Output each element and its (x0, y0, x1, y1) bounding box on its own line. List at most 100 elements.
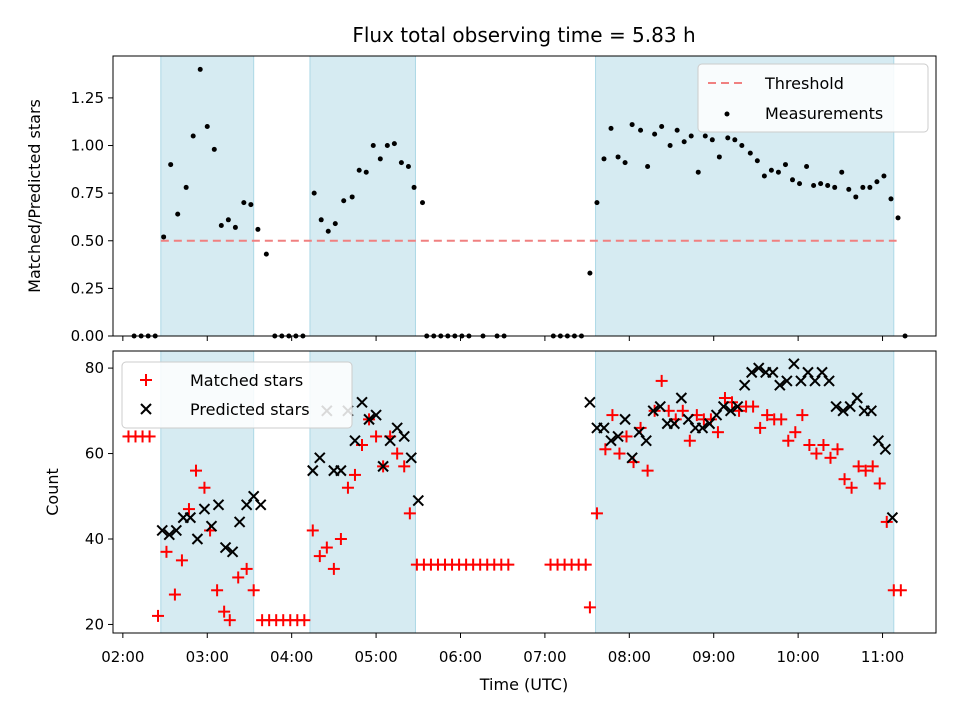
predicted-marker-stroke (710, 409, 723, 421)
matched-star-point (583, 601, 596, 614)
predicted-marker-stroke (640, 435, 652, 447)
legend-measurements-swatch (724, 111, 730, 117)
measurement-point (325, 228, 331, 234)
measurement-point (204, 123, 210, 129)
matched-star-point (845, 481, 858, 494)
matched-star-point (789, 426, 802, 439)
matched-star-point (824, 451, 837, 464)
matched-star-point (240, 562, 253, 575)
matched-star-point (599, 443, 612, 456)
measurement-point (754, 158, 760, 164)
predicted-star-point (363, 413, 375, 426)
measurement-point (384, 143, 390, 149)
predicted-marker-stroke (823, 375, 835, 387)
measurement-point (645, 163, 651, 169)
matched-star-point (143, 430, 156, 443)
matched-star-point (718, 392, 731, 404)
predicted-marker-stroke (682, 413, 695, 426)
legend-predicted-swatch (140, 403, 152, 415)
matched-star-point (298, 614, 311, 627)
predicted-marker-stroke (170, 524, 183, 537)
predicted-star-point (314, 452, 326, 464)
top-y-ticks: 0.00 0.25 0.50 0.75 1.00 1.25 (71, 89, 113, 345)
x-tick-label: 06:00 (439, 648, 482, 666)
predicted-star-point (788, 358, 800, 370)
predicted-star-point (356, 396, 368, 408)
predicted-star-point (212, 499, 225, 511)
predicted-marker-stroke (356, 396, 368, 408)
measurement-point (775, 169, 781, 175)
predicted-marker-stroke (363, 413, 375, 426)
measurement-point (881, 173, 887, 179)
predicted-star-point (886, 511, 899, 524)
predicted-marker-stroke (767, 366, 779, 379)
matched-star-point (182, 503, 195, 516)
measurement-point (601, 156, 607, 162)
matched-star-point (198, 481, 211, 494)
measurement-point (168, 162, 174, 168)
predicted-star-point (626, 452, 638, 464)
predicted-star-point (335, 464, 347, 477)
predicted-marker-stroke (205, 520, 218, 532)
predicted-star-point (163, 529, 175, 541)
predicted-star-point (844, 400, 856, 413)
predicted-stars-points (156, 358, 899, 558)
measurement-point (255, 226, 261, 232)
predicted-star-point (823, 375, 835, 387)
measurement-point (398, 160, 404, 166)
predicted-star-point (198, 503, 211, 515)
measurement-point (190, 133, 196, 139)
predicted-marker-stroke (212, 499, 225, 511)
predicted-star-point (717, 400, 730, 413)
matched-star-point (641, 464, 654, 477)
matched-star-point (852, 460, 865, 473)
measurement-point (732, 137, 738, 143)
measurement-point (211, 146, 217, 152)
measurement-point (804, 163, 810, 169)
measurement-point (377, 156, 383, 162)
measurement-point (659, 123, 665, 129)
measurement-point (832, 184, 838, 190)
measurement-point (318, 217, 324, 223)
predicted-marker-stroke (314, 452, 326, 464)
matched-star-point (775, 413, 788, 426)
bottom-legend: Matched stars Predicted stars (121, 361, 353, 429)
measurement-point (608, 125, 614, 131)
predicted-marker-stroke (255, 499, 267, 511)
measurement-point (594, 200, 600, 206)
x-axis-label: Time (UTC) (479, 675, 568, 694)
measurement-point (846, 186, 852, 192)
x-tick-label: 02:00 (101, 648, 144, 666)
predicted-star-point (731, 400, 744, 413)
predicted-marker-stroke (886, 511, 899, 524)
predicted-marker-stroke (370, 409, 382, 421)
predicted-star-point (255, 499, 267, 511)
measurement-point (391, 141, 397, 147)
predicted-star-point (781, 375, 793, 387)
predicted-marker-stroke (738, 379, 751, 391)
predicted-star-point (219, 541, 232, 554)
top-y-axis-label: Matched/Predicted stars (25, 99, 44, 293)
matched-star-point (606, 409, 619, 422)
top-y-tick-label: 0.50 (71, 232, 104, 250)
predicted-star-point (156, 524, 168, 537)
predicted-marker-stroke (703, 417, 716, 430)
matched-star-point (866, 460, 879, 473)
predicted-marker-stroke (802, 366, 814, 379)
matched-star-point (590, 507, 603, 520)
predicted-star-point (605, 435, 617, 447)
predicted-marker-stroke (219, 541, 232, 554)
predicted-star-point (703, 417, 716, 430)
predicted-star-point (865, 405, 877, 417)
top-y-tick-label: 0.00 (71, 327, 104, 345)
predicted-marker-stroke (349, 435, 361, 447)
matched-star-point (761, 409, 774, 422)
matched-star-point (796, 409, 809, 422)
x-tick-label: 05:00 (354, 648, 397, 666)
matched-star-point (613, 447, 626, 460)
matched-star-point (211, 584, 224, 597)
predicted-star-point (724, 405, 737, 417)
predicted-star-point (696, 422, 709, 434)
measurement-point (681, 139, 687, 145)
measurement-point (768, 167, 774, 173)
